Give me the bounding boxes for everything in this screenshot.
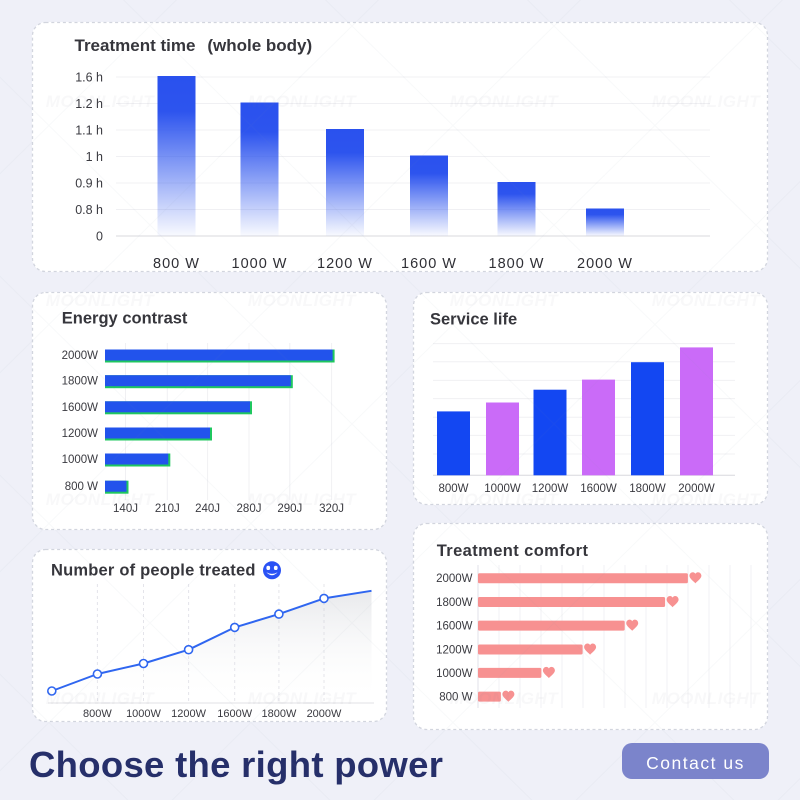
svg-text:800W: 800W	[438, 483, 468, 495]
svg-text:2000W: 2000W	[678, 483, 715, 495]
svg-text:1800 W: 1800 W	[489, 256, 545, 270]
svg-text:290J: 290J	[277, 503, 302, 515]
svg-text:1000W: 1000W	[436, 668, 473, 680]
svg-text:2000W: 2000W	[436, 573, 473, 585]
svg-text:1200W: 1200W	[171, 708, 206, 720]
svg-text:Service life: Service life	[430, 311, 517, 329]
svg-text:1600 W: 1600 W	[401, 256, 457, 270]
svg-text:Treatment time (whole body): Treatment time (whole body)	[75, 36, 313, 55]
svg-text:800 W: 800 W	[153, 256, 200, 270]
svg-text:Energy contrast: Energy contrast	[62, 310, 188, 328]
svg-text:1800W: 1800W	[436, 597, 473, 609]
svg-text:Number of people treated: Number of people treated	[51, 562, 256, 580]
svg-text:1800W: 1800W	[62, 376, 99, 388]
svg-text:800 W: 800 W	[439, 692, 472, 704]
svg-text:0.8 h: 0.8 h	[75, 203, 103, 217]
svg-text:1600W: 1600W	[580, 483, 617, 495]
svg-text:1200 W: 1200 W	[317, 256, 373, 270]
svg-text:320J: 320J	[319, 503, 344, 515]
svg-text:0.9 h: 0.9 h	[75, 177, 103, 191]
svg-text:2000W: 2000W	[307, 708, 342, 720]
svg-text:2000W: 2000W	[62, 350, 99, 362]
svg-text:1600W: 1600W	[62, 402, 99, 414]
svg-text:1000W: 1000W	[484, 483, 521, 495]
svg-text:1000W: 1000W	[62, 454, 99, 466]
svg-text:140J: 140J	[113, 503, 138, 515]
svg-text:800W: 800W	[83, 708, 112, 720]
svg-text:1.1 h: 1.1 h	[75, 124, 103, 138]
svg-text:Treatment comfort: Treatment comfort	[437, 542, 589, 560]
svg-text:1800W: 1800W	[629, 483, 666, 495]
svg-text:1200W: 1200W	[532, 483, 569, 495]
svg-text:1000 W: 1000 W	[232, 256, 288, 270]
svg-text:1200W: 1200W	[62, 428, 99, 440]
svg-text:1600W: 1600W	[436, 621, 473, 633]
svg-text:800 W: 800 W	[65, 481, 98, 493]
svg-text:210J: 210J	[155, 503, 180, 515]
svg-text:1000W: 1000W	[126, 708, 161, 720]
svg-text:1200W: 1200W	[436, 645, 473, 657]
svg-text:1800W: 1800W	[261, 708, 296, 720]
svg-text:240J: 240J	[195, 503, 220, 515]
svg-text:1.2 h: 1.2 h	[75, 97, 103, 111]
svg-text:1600W: 1600W	[217, 708, 252, 720]
svg-text:280J: 280J	[237, 503, 262, 515]
svg-text:1 h: 1 h	[86, 150, 103, 164]
svg-text:2000 W: 2000 W	[577, 256, 633, 270]
svg-text:1.6 h: 1.6 h	[75, 71, 103, 85]
svg-text:0: 0	[96, 230, 103, 244]
